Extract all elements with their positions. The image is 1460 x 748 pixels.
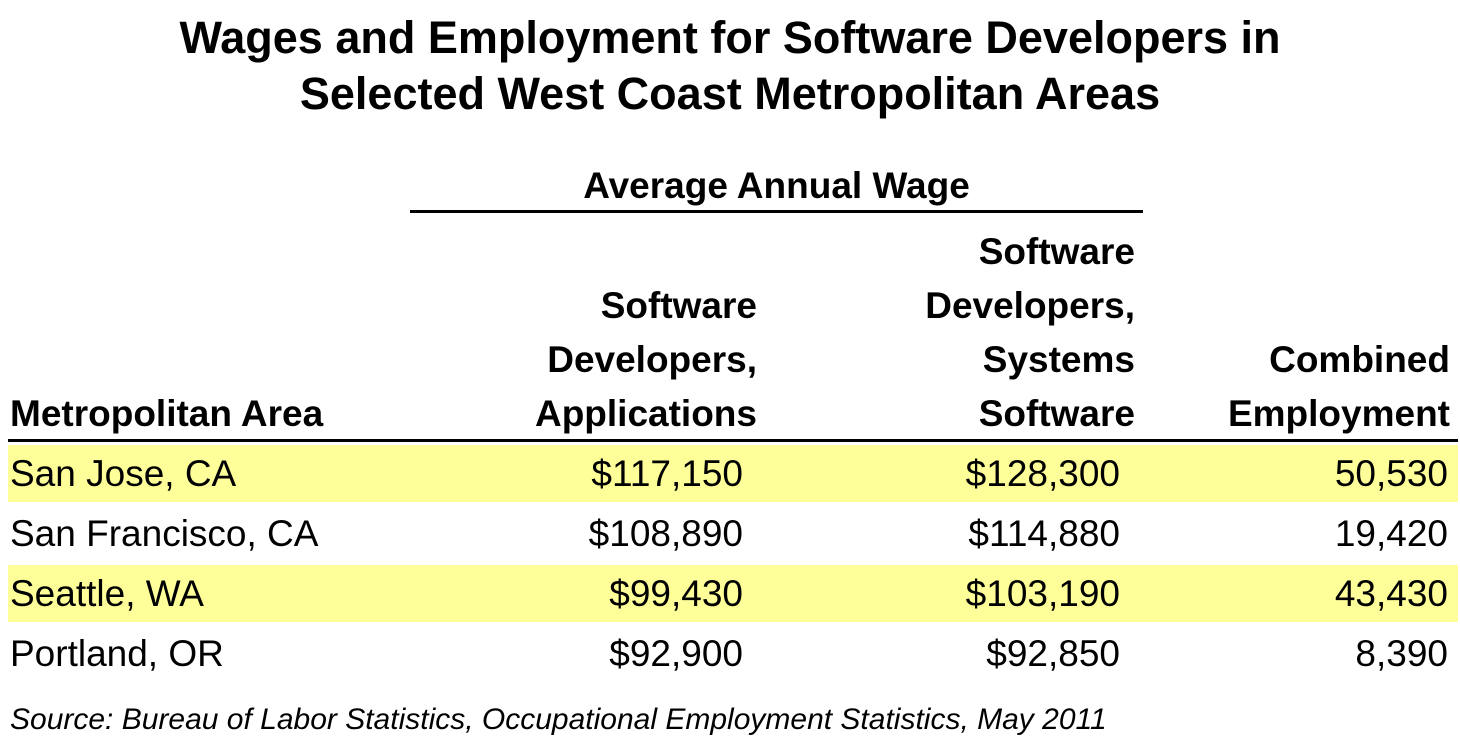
cell-applications-wage: $108,890 [588, 513, 743, 554]
column-header-metropolitan-area: Metropolitan Area [10, 387, 323, 441]
cell-systems-software-wage: $114,880 [968, 513, 1120, 554]
cell-applications-wage: $99,430 [609, 573, 743, 614]
column-header-line: Developers, [925, 285, 1135, 326]
cell-applications-wage: $92,900 [609, 633, 743, 674]
cell-metropolitan-area: San Francisco, CA [10, 513, 319, 554]
cell-combined-employment: 19,420 [1334, 513, 1448, 554]
column-header-systems-software: Software Developers, Systems Software [925, 225, 1135, 441]
cell-combined-employment: 50,530 [1334, 453, 1448, 494]
cell-applications-wage: $117,150 [591, 453, 743, 494]
cell-metropolitan-area: Seattle, WA [10, 573, 204, 614]
cell-systems-software-wage: $128,300 [965, 453, 1120, 494]
column-header-line: Software [978, 231, 1135, 272]
column-header-line: Software [978, 393, 1135, 434]
column-header-applications: Software Developers, Applications [535, 279, 757, 441]
column-header-line: Developers, [547, 339, 757, 380]
source-note: Source: Bureau of Labor Statistics, Occu… [10, 703, 1107, 736]
chart-title-line-2: Selected West Coast Metropolitan Areas [299, 68, 1161, 119]
cell-systems-software-wage: $92,850 [986, 633, 1120, 674]
cell-combined-employment: 43,430 [1334, 573, 1448, 614]
column-header-line: Systems [982, 339, 1135, 380]
chart-title-line-1: Wages and Employment for Software Develo… [179, 12, 1281, 63]
group-header-average-annual-wage: Average Annual Wage [583, 165, 970, 206]
table-row: Seattle, WA $99,430 $103,190 43,430 [8, 565, 1458, 622]
cell-metropolitan-area: San Jose, CA [10, 453, 237, 494]
column-header-combined-employment: Combined Employment [1228, 333, 1450, 441]
table-row: San Francisco, CA $108,890 $114,880 19,4… [8, 505, 1458, 562]
group-header-underline [410, 210, 1143, 213]
cell-systems-software-wage: $103,190 [965, 573, 1120, 614]
cell-combined-employment: 8,390 [1355, 633, 1448, 674]
column-header-line: Combined [1269, 339, 1450, 380]
column-header-line: Employment [1227, 393, 1450, 434]
cell-metropolitan-area: Portland, OR [10, 633, 224, 674]
column-header-line: Metropolitan Area [10, 393, 324, 434]
table-row: Portland, OR $92,900 $92,850 8,390 [8, 625, 1458, 682]
chart-title: Wages and Employment for Software Develo… [0, 10, 1460, 122]
column-header-line: Software [600, 285, 757, 326]
table-row: San Jose, CA $117,150 $128,300 50,530 [8, 445, 1458, 502]
header-underline [8, 439, 1458, 442]
column-header-line: Applications [534, 393, 757, 434]
